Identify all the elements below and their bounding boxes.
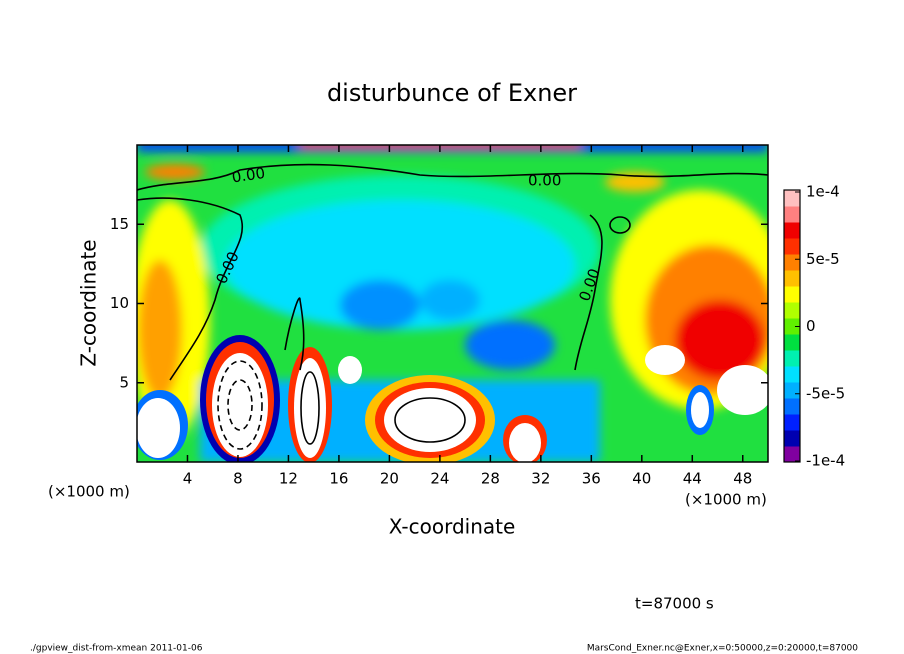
- footer-left: ./gpview_dist-from-xmean 2011-01-06: [30, 644, 203, 654]
- colorbar-band: [784, 254, 800, 271]
- time-label: t=87000 s: [635, 595, 714, 613]
- colorbar-band: [784, 446, 800, 463]
- x-tick-label: 48: [733, 470, 752, 488]
- x-unit-label: (×1000 m): [48, 483, 130, 501]
- footer-right: MarsCond_Exner.nc@Exner,x=0:50000,z=0:20…: [587, 644, 858, 654]
- x-tick-label: 44: [683, 470, 702, 488]
- contour-field: [137, 145, 768, 462]
- colorbar-band: [784, 206, 800, 223]
- colorbar-band: [784, 414, 800, 431]
- x-tick-label: 36: [582, 470, 601, 488]
- colorbar-band: [784, 238, 800, 255]
- colorbar-tick-label: -5e-5: [806, 384, 845, 402]
- contour-label: 0.00: [528, 172, 561, 190]
- x-axis-label: X-coordinate: [389, 515, 516, 539]
- x-tick-label: 4: [183, 470, 193, 488]
- colorbar-band: [784, 318, 800, 335]
- colorbar-band: [784, 350, 800, 367]
- colorbar-band: [784, 190, 800, 207]
- x-tick-label: 28: [481, 470, 500, 488]
- colorbar-band: [784, 366, 800, 383]
- y-tick-label: 5: [119, 373, 129, 391]
- x-tick-label: 12: [279, 470, 298, 488]
- x-unit-label: (×1000 m): [685, 491, 767, 509]
- x-tick-label: 16: [329, 470, 348, 488]
- x-tick-label: 20: [380, 470, 399, 488]
- colorbar-band: [784, 270, 800, 287]
- colorbar-tick-label: 1e-4: [806, 183, 840, 201]
- chart-title: disturbunce of Exner: [327, 79, 577, 107]
- colorbar-tick-label: 5e-5: [806, 250, 840, 268]
- x-tick-label: 24: [430, 470, 449, 488]
- colorbar-tick-label: 0: [806, 317, 816, 335]
- colorbar-band: [784, 382, 800, 399]
- colorbar-band: [784, 302, 800, 319]
- x-tick-label: 40: [632, 470, 651, 488]
- y-axis-label: Z-coordinate: [77, 239, 101, 366]
- contour-label: 0.00: [231, 164, 267, 186]
- y-tick-label: 10: [110, 294, 129, 312]
- colorbar-band: [784, 334, 800, 351]
- x-tick-label: 32: [531, 470, 550, 488]
- colorbar-band: [784, 286, 800, 303]
- x-tick-label: 8: [233, 470, 243, 488]
- y-tick-label: 15: [110, 215, 129, 233]
- colorbar-band: [784, 222, 800, 239]
- colorbar-tick-label: -1e-4: [806, 452, 845, 470]
- colorbar-band: [784, 398, 800, 415]
- colorbar-band: [784, 430, 800, 447]
